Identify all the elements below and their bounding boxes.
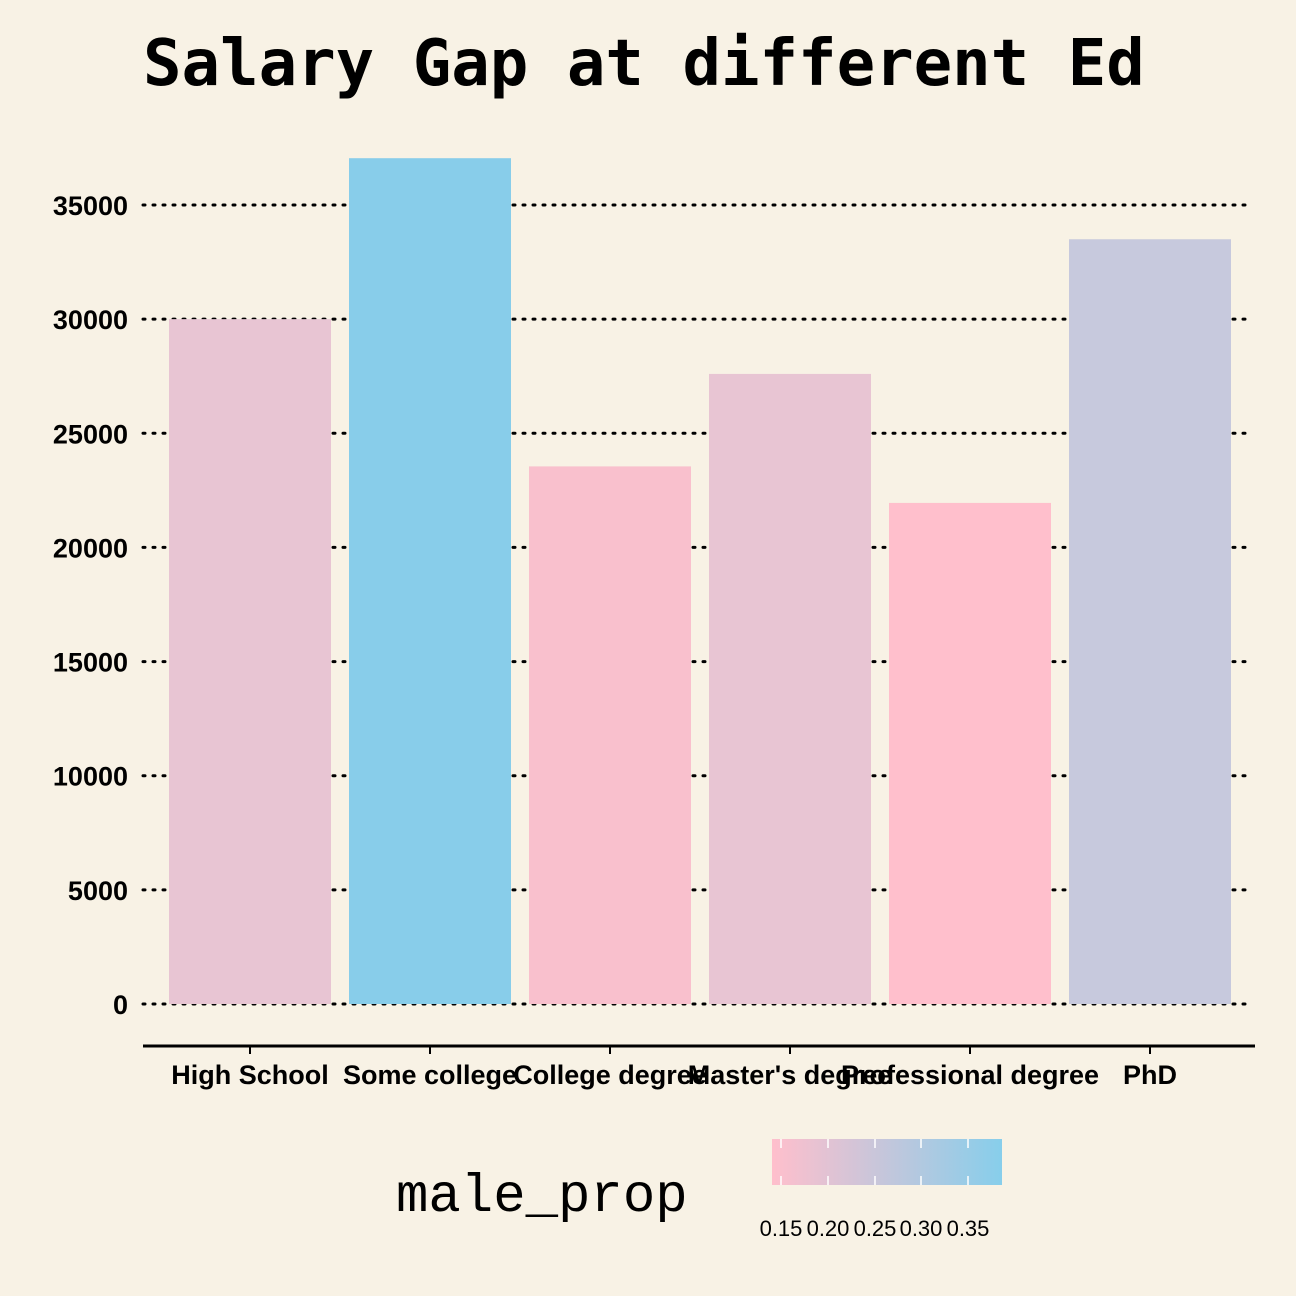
y-tick-label: 20000 [53,533,128,563]
y-tick-label: 30000 [53,305,128,335]
bar [529,466,691,1004]
bar [349,158,511,1005]
y-tick-label: 35000 [53,191,128,221]
bar [169,319,331,1005]
bars [169,158,1231,1005]
legend-ticks: 0.15 0.20 0.25 0.30 0.35 [760,1139,990,1241]
y-tick-label: 10000 [53,762,128,792]
legend-tick-label: 0.15 [760,1216,803,1241]
y-tick-label: 25000 [53,419,128,449]
y-tick-label: 0 [113,990,128,1020]
bar [709,373,871,1005]
legend-tick-label: 0.30 [900,1216,943,1241]
bar [1069,239,1231,1004]
x-tick-label: Professional degree [841,1060,1099,1090]
x-tick-label: Some college [343,1060,517,1090]
legend-tick-label: 0.20 [807,1216,850,1241]
x-tick-label: Master's degree [688,1060,893,1090]
x-tick-label: High School [171,1060,329,1090]
y-tick-label: 15000 [53,648,128,678]
legend-colorbar [772,1139,1002,1185]
y-axis: 0 5000 10000 15000 20000 25000 30000 35000 [53,191,128,1020]
chart-title: Salary Gap at different Ed [143,27,1145,101]
x-tick-label: College degree [513,1060,707,1090]
legend-title: male_prop [396,1167,688,1228]
gridlines [141,203,1252,1006]
y-tick-label: 5000 [68,876,128,906]
bar [889,502,1051,1004]
legend-tick-label: 0.25 [854,1216,897,1241]
legend-tick-label: 0.35 [947,1216,990,1241]
legend: male_prop 0.15 0.20 0.25 0.30 0.35 [396,1139,1002,1241]
x-tick-label: PhD [1123,1060,1177,1090]
